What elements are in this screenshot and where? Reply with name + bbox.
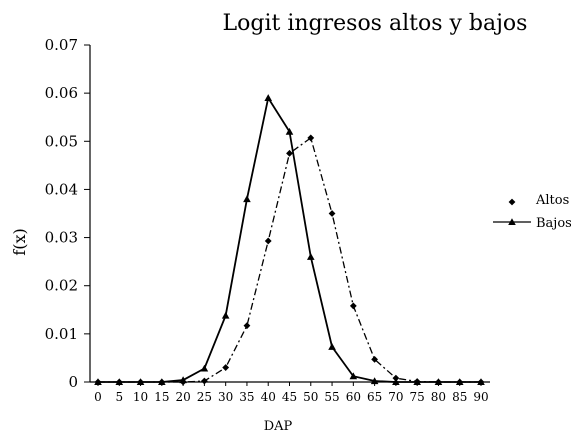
plot-area: 0 5 10 15 20 25 30 35 40 45 50 55 60 65 70 75 80 85 9000.0… <box>45 36 490 404</box>
y-tick-label: 0 <box>68 373 78 391</box>
point-altos <box>329 210 336 217</box>
y-tick-label: 0.03 <box>45 229 78 247</box>
point-bajos <box>243 195 251 202</box>
y-tick-label: 0.06 <box>45 84 78 102</box>
point-bajos <box>222 312 230 319</box>
y-tick-label: 0.02 <box>45 277 78 295</box>
x-tick-label: 55 <box>324 390 339 404</box>
x-tick-label: 75 <box>410 390 425 404</box>
x-tick-label: 40 <box>261 390 276 404</box>
point-altos <box>201 378 208 385</box>
y-tick-label: 0.01 <box>45 325 78 343</box>
legend-label-bajos: Bajos <box>536 216 571 231</box>
y-tick-label: 0.07 <box>45 36 78 54</box>
y-axis-label: f(x) <box>10 228 29 255</box>
point-altos <box>265 238 272 245</box>
series-line-bajos <box>98 98 481 382</box>
point-bajos <box>307 253 315 260</box>
point-altos <box>222 364 229 371</box>
x-tick-label: 30 <box>218 390 233 404</box>
point-bajos <box>328 343 336 350</box>
x-tick-label: 90 <box>473 390 488 404</box>
x-tick-label: 80 <box>431 390 446 404</box>
x-tick-label: 45 <box>282 390 297 404</box>
y-tick-label: 0.05 <box>45 132 78 150</box>
y-tick-label: 0.04 <box>45 180 78 198</box>
x-tick-label: 25 <box>197 390 212 404</box>
x-tick-label: 85 <box>452 390 467 404</box>
x-tick-label: 20 <box>175 390 190 404</box>
chart-title: Logit ingresos altos y bajos <box>223 11 528 36</box>
legend-marker-altos <box>509 199 516 206</box>
point-bajos <box>264 94 272 101</box>
series-line-altos <box>98 138 481 382</box>
x-tick-label: 0 <box>94 390 102 404</box>
x-tick-label: 15 <box>154 390 169 404</box>
point-altos <box>244 322 251 329</box>
legend: Altos Bajos <box>493 193 571 231</box>
x-tick-label: 5 <box>115 390 123 404</box>
x-tick-label: 60 <box>346 390 361 404</box>
point-bajos <box>201 365 209 372</box>
x-axis-label: DAP <box>264 419 293 434</box>
legend-label-altos: Altos <box>535 193 569 208</box>
x-tick-label: 65 <box>367 390 382 404</box>
x-tick-label: 10 <box>133 390 148 404</box>
point-altos <box>350 303 357 310</box>
x-tick-label: 70 <box>388 390 403 404</box>
x-tick-label: 50 <box>303 390 318 404</box>
x-tick-label: 35 <box>239 390 254 404</box>
